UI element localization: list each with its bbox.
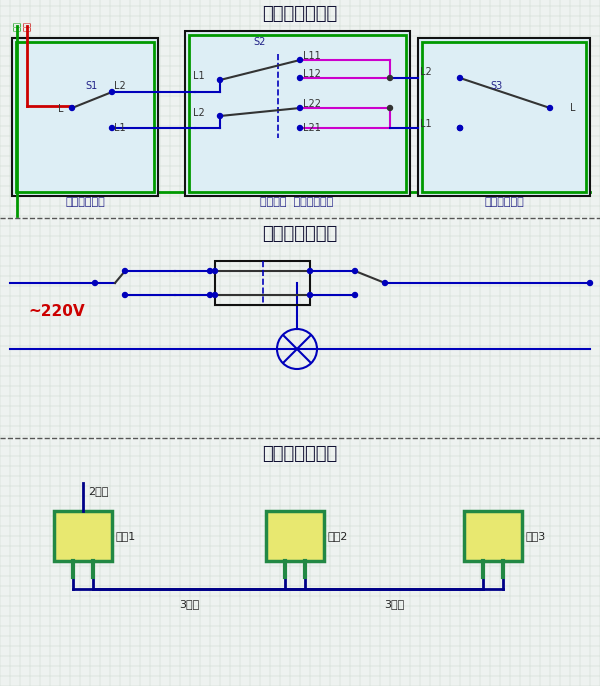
Text: 开关1: 开关1 — [115, 531, 135, 541]
Text: L1: L1 — [420, 119, 431, 129]
Text: 3根线: 3根线 — [179, 599, 199, 609]
Text: L2: L2 — [193, 108, 205, 118]
Text: S2: S2 — [253, 37, 265, 47]
FancyBboxPatch shape — [418, 38, 590, 196]
Text: 3根线: 3根线 — [384, 599, 404, 609]
Text: S3: S3 — [490, 81, 502, 91]
Text: ~220V: ~220V — [28, 303, 85, 318]
FancyBboxPatch shape — [266, 511, 324, 561]
Circle shape — [212, 292, 218, 298]
Circle shape — [92, 281, 97, 285]
Circle shape — [212, 268, 218, 274]
Text: 2根线: 2根线 — [88, 486, 109, 496]
Circle shape — [298, 106, 302, 110]
Text: L12: L12 — [303, 69, 321, 79]
Circle shape — [458, 126, 463, 130]
Circle shape — [298, 75, 302, 80]
Circle shape — [70, 106, 74, 110]
Text: 三控开关布线图: 三控开关布线图 — [262, 445, 338, 463]
Circle shape — [308, 268, 313, 274]
Circle shape — [122, 292, 128, 298]
FancyBboxPatch shape — [12, 38, 158, 196]
Circle shape — [298, 126, 302, 130]
Circle shape — [353, 268, 358, 274]
Circle shape — [218, 78, 223, 82]
Circle shape — [110, 126, 115, 130]
Circle shape — [110, 89, 115, 95]
FancyBboxPatch shape — [54, 511, 112, 561]
Text: L11: L11 — [303, 51, 321, 61]
Text: L21: L21 — [303, 123, 321, 133]
Circle shape — [208, 268, 212, 274]
Text: 火线: 火线 — [23, 21, 32, 31]
Text: 开关2: 开关2 — [327, 531, 347, 541]
Text: 三控开关原理图: 三控开关原理图 — [262, 225, 338, 243]
Text: L: L — [58, 104, 64, 114]
Circle shape — [388, 75, 392, 80]
Circle shape — [218, 113, 223, 119]
Text: S1: S1 — [85, 81, 97, 91]
Circle shape — [353, 292, 358, 298]
FancyBboxPatch shape — [185, 31, 410, 196]
Text: L22: L22 — [303, 99, 321, 109]
Circle shape — [122, 268, 128, 274]
Circle shape — [383, 281, 388, 285]
Circle shape — [548, 106, 553, 110]
Text: L1: L1 — [114, 123, 125, 133]
Circle shape — [587, 281, 593, 285]
Circle shape — [388, 106, 392, 110]
Text: L2: L2 — [420, 67, 432, 77]
FancyBboxPatch shape — [464, 511, 522, 561]
Text: 中途开关  （三控开关）: 中途开关 （三控开关） — [260, 197, 334, 207]
Circle shape — [208, 292, 212, 298]
Text: 单开双控开关: 单开双控开关 — [65, 197, 105, 207]
Text: L1: L1 — [193, 71, 205, 81]
Circle shape — [298, 58, 302, 62]
Text: L2: L2 — [114, 81, 126, 91]
Text: 开关3: 开关3 — [525, 531, 545, 541]
Text: 相线: 相线 — [13, 21, 22, 31]
Circle shape — [308, 292, 313, 298]
Text: 单开双控开关: 单开双控开关 — [484, 197, 524, 207]
Circle shape — [458, 126, 463, 130]
Text: L: L — [570, 103, 575, 113]
Circle shape — [458, 75, 463, 80]
Text: 三控开关接线图: 三控开关接线图 — [262, 5, 338, 23]
